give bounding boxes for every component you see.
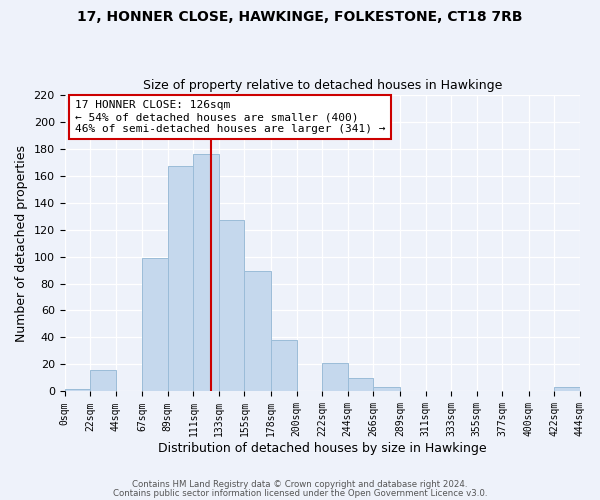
Title: Size of property relative to detached houses in Hawkinge: Size of property relative to detached ho… (143, 79, 502, 92)
Bar (322, 363, 348, 392)
Text: Contains HM Land Registry data © Crown copyright and database right 2024.: Contains HM Land Registry data © Crown c… (132, 480, 468, 489)
Text: 17 HONNER CLOSE: 126sqm
← 54% of detached houses are smaller (400)
46% of semi-d: 17 HONNER CLOSE: 126sqm ← 54% of detache… (75, 100, 385, 134)
Bar (373, 388, 400, 392)
Bar (271, 340, 297, 392)
Bar (348, 378, 373, 392)
Bar (168, 166, 193, 392)
Bar (244, 272, 271, 392)
Text: 17, HONNER CLOSE, HAWKINGE, FOLKESTONE, CT18 7RB: 17, HONNER CLOSE, HAWKINGE, FOLKESTONE, … (77, 10, 523, 24)
Bar (142, 258, 168, 392)
Text: Contains public sector information licensed under the Open Government Licence v3: Contains public sector information licen… (113, 488, 487, 498)
Y-axis label: Number of detached properties: Number of detached properties (15, 144, 28, 342)
Bar (193, 154, 219, 392)
Bar (90, 370, 116, 392)
Bar (554, 388, 580, 392)
X-axis label: Distribution of detached houses by size in Hawkinge: Distribution of detached houses by size … (158, 442, 487, 455)
Bar (65, 389, 90, 392)
Bar (219, 220, 244, 392)
